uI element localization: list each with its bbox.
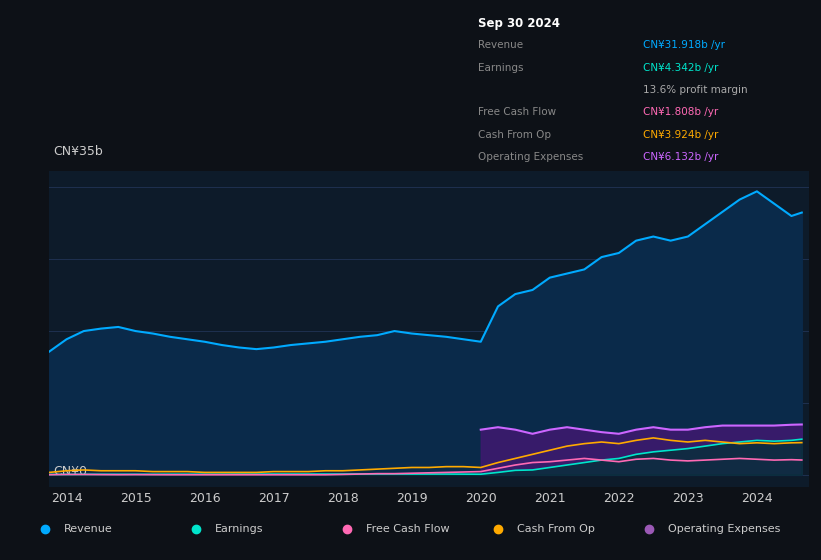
Text: Revenue: Revenue: [478, 40, 523, 50]
Text: Earnings: Earnings: [215, 524, 264, 534]
Text: CN¥35b: CN¥35b: [53, 145, 103, 158]
Text: Free Cash Flow: Free Cash Flow: [366, 524, 450, 534]
Text: CN¥4.342b /yr: CN¥4.342b /yr: [643, 63, 718, 73]
Text: Revenue: Revenue: [64, 524, 112, 534]
Text: Earnings: Earnings: [478, 63, 523, 73]
Text: Cash From Op: Cash From Op: [517, 524, 595, 534]
Text: Operating Expenses: Operating Expenses: [478, 152, 583, 162]
Text: Cash From Op: Cash From Op: [478, 129, 551, 139]
Text: CN¥0: CN¥0: [53, 465, 87, 478]
Text: CN¥1.808b /yr: CN¥1.808b /yr: [643, 107, 718, 117]
Text: Free Cash Flow: Free Cash Flow: [478, 107, 556, 117]
Text: Operating Expenses: Operating Expenses: [668, 524, 781, 534]
Text: CN¥6.132b /yr: CN¥6.132b /yr: [643, 152, 718, 162]
Text: 13.6% profit margin: 13.6% profit margin: [643, 85, 748, 95]
Text: Sep 30 2024: Sep 30 2024: [478, 17, 560, 30]
Text: CN¥31.918b /yr: CN¥31.918b /yr: [643, 40, 725, 50]
Text: CN¥3.924b /yr: CN¥3.924b /yr: [643, 129, 718, 139]
